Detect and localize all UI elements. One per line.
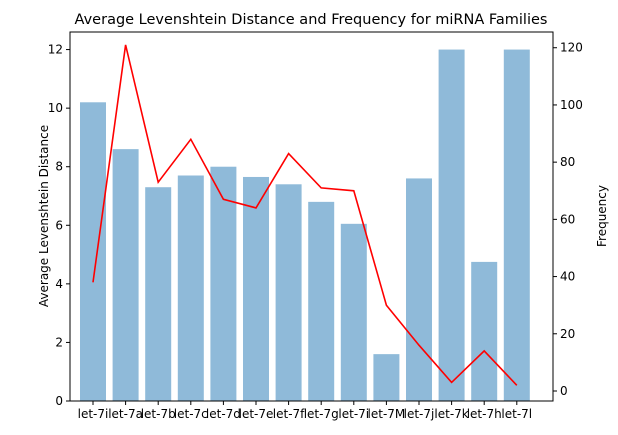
bar <box>308 201 335 401</box>
y2-tick-label: 120 <box>560 41 583 55</box>
y-tick-label: 4 <box>55 277 63 291</box>
y2-tick-label: 80 <box>560 155 575 169</box>
y-tick-label: 0 <box>55 394 63 408</box>
x-tick-label: let-7c <box>174 407 208 421</box>
x-tick-label: let-7a <box>108 407 143 421</box>
y2-tick-label: 60 <box>560 212 575 226</box>
y2-tick-label: 0 <box>560 384 568 398</box>
x-tick-label: let-7e <box>239 407 274 421</box>
x-tick-label: let-7k <box>434 407 468 421</box>
x-tick-label: let-7f <box>273 407 305 421</box>
bar <box>145 187 172 401</box>
y-tick-label: 2 <box>55 335 63 349</box>
bar <box>112 149 139 401</box>
bar-series <box>80 49 530 402</box>
bar <box>471 261 498 401</box>
y2-tick-label: 40 <box>560 270 575 284</box>
bar <box>406 178 432 401</box>
bar <box>373 354 400 401</box>
y2-axis-title: Frequency <box>595 185 609 247</box>
x-tick-label: let-7M <box>368 407 406 421</box>
x-tick-label: let-7g <box>304 407 339 421</box>
y-tick-label: 6 <box>55 218 63 232</box>
x-tick-label: let-7b <box>141 407 176 421</box>
y-tick-label: 12 <box>48 43 63 57</box>
x-tick-label: let-7d <box>206 407 241 421</box>
bar <box>340 223 367 401</box>
x-tick-label: let-7j <box>404 407 435 421</box>
bar <box>503 49 530 401</box>
y-tick-label: 10 <box>48 101 63 115</box>
line-series <box>92 44 518 386</box>
chart-title: Average Levenshtein Distance and Frequen… <box>75 12 548 28</box>
x-tick-label: let-7h <box>467 407 502 421</box>
plot-frame <box>69 31 554 402</box>
x-tick-label: let-7l <box>501 407 532 421</box>
x-tick-label: let-7i <box>78 407 109 421</box>
bar <box>210 166 237 401</box>
x-tick-label: let-7i <box>338 407 369 421</box>
bar <box>275 184 302 401</box>
bar <box>438 49 465 401</box>
y2-tick-label: 100 <box>560 98 583 112</box>
y2-tick-label: 20 <box>560 327 575 341</box>
bar <box>243 176 269 401</box>
right-axis: 0 20 40 60 80 100 120 <box>553 41 583 398</box>
frequency-line <box>92 44 518 386</box>
bar <box>80 102 106 402</box>
bar <box>177 175 204 401</box>
y-tick-label: 8 <box>55 160 63 174</box>
y-axis-title: Average Levenshtein Distance <box>37 125 51 307</box>
left-axis: 0 2 4 6 8 10 12 <box>48 43 70 408</box>
